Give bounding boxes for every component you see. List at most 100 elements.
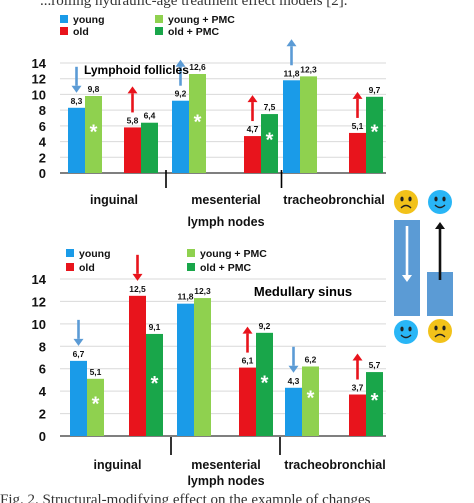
y-tick-label: 12 <box>32 72 46 87</box>
data-label: 6,1 <box>242 356 254 366</box>
category-label: tracheobronchial <box>283 193 384 207</box>
bar-young-0 <box>70 360 87 436</box>
category-label: mesenterial <box>191 193 260 207</box>
data-label: 9,8 <box>88 84 100 94</box>
face-eye-right <box>442 196 446 202</box>
significance-asterisk: * <box>92 393 100 415</box>
y-tick-label: 0 <box>39 166 46 181</box>
legend-label-old: old <box>73 26 89 38</box>
face-eye-left <box>400 326 404 332</box>
key-arrow-down-head <box>402 275 412 282</box>
bar-old-pmc-2 <box>366 96 383 173</box>
sad-face-icon <box>394 190 418 214</box>
data-label: 5,1 <box>90 367 102 377</box>
bar-young-2 <box>285 387 302 436</box>
y-tick-label: 14 <box>32 272 47 287</box>
y-tick-label: 6 <box>39 362 46 377</box>
data-label: 4,7 <box>247 124 259 134</box>
happy-face-icon <box>394 320 418 344</box>
bar-old-0 <box>124 127 141 173</box>
face-mouth <box>434 333 446 338</box>
caption-top: ...rolling hydraulic-age treatment effec… <box>0 0 474 14</box>
category-label: mesenterial <box>191 458 260 472</box>
bar-young-pmc-1 <box>189 74 206 173</box>
bar-young-pmc-0 <box>87 378 104 436</box>
legend-swatch-young <box>60 15 68 23</box>
face-mouth <box>400 334 412 339</box>
significance-asterisk: * <box>307 388 315 410</box>
key-arrow-up-head <box>435 222 445 229</box>
data-label: 9,2 <box>259 321 271 331</box>
data-label: 11,8 <box>177 292 193 302</box>
x-axis-label: lymph nodes <box>187 215 264 229</box>
data-label: 6,7 <box>73 349 85 359</box>
face-circle <box>394 190 418 214</box>
change-arrow-up-head <box>352 353 363 361</box>
significance-asterisk: * <box>266 129 274 151</box>
caption-bottom-text: Fig. 2. Structural-modifying effect on t… <box>0 492 371 503</box>
bar-old-1 <box>239 367 256 436</box>
legend-label-old-pmc: old + PMC <box>200 262 251 274</box>
legend-label-young: young <box>79 248 111 260</box>
data-label: 5,8 <box>127 115 139 125</box>
legend-swatch-old <box>60 27 68 35</box>
face-circle <box>428 190 452 214</box>
x-axis-label: lymph nodes <box>187 474 264 488</box>
bar-old-pmc-0 <box>141 122 158 173</box>
bar-old-pmc-0 <box>146 333 163 436</box>
data-label: 12,5 <box>129 284 146 294</box>
face-eye-left <box>434 325 438 331</box>
data-label: 11,8 <box>283 68 299 78</box>
bar-young-pmc-2 <box>300 76 317 173</box>
bar-young-2 <box>283 80 300 173</box>
bar-old-1 <box>244 136 261 173</box>
face-eye-right <box>408 326 412 332</box>
face-eye-right <box>408 196 412 202</box>
caption-top-text: ...rolling hydraulic-age treatment effec… <box>40 0 348 9</box>
chart-medullary-sinus: 0 2 4 6 8 10 12 14 6,7 5,1 * 12,5 9,1 * inguinal 11,812… <box>32 248 386 488</box>
bar-old-2 <box>349 394 366 436</box>
y-tick-label: 6 <box>39 119 46 134</box>
data-label: 8,3 <box>71 96 83 106</box>
data-label: 12,6 <box>189 62 206 72</box>
face-mouth <box>400 204 412 209</box>
bar-young-1 <box>172 100 189 173</box>
face-circle <box>428 319 452 343</box>
y-tick-label: 4 <box>39 135 47 150</box>
data-label: 12,3 <box>194 286 211 296</box>
change-arrow-down-head <box>288 365 299 373</box>
y-tick-label: 14 <box>32 56 47 71</box>
data-label: 6,4 <box>144 111 156 121</box>
bar-old-2 <box>349 132 366 173</box>
data-label: 6,2 <box>305 354 317 364</box>
legend-label-old: old <box>79 262 95 274</box>
bar-old-0 <box>129 295 146 436</box>
legend-label-young-pmc: young + PMC <box>200 248 267 260</box>
significance-asterisk: * <box>261 373 269 395</box>
change-arrow-down-head <box>71 85 82 93</box>
change-arrow-up-head <box>175 59 186 67</box>
face-eye-right <box>442 325 446 331</box>
change-arrow-up-head <box>242 326 253 334</box>
bar-young-0 <box>68 107 85 173</box>
face-eye-left <box>400 196 404 202</box>
bar-old-pmc-1 <box>256 332 273 436</box>
change-arrow-up-head <box>247 95 258 103</box>
happy-face-icon <box>428 190 452 214</box>
chart-title: Lymphoid follicles <box>84 63 189 77</box>
bar-old-pmc-2 <box>366 372 383 436</box>
legend-swatch-old-pmc <box>155 27 163 35</box>
y-tick-label: 0 <box>39 429 46 444</box>
bar-young-pmc-0 <box>85 96 102 173</box>
significance-asterisk: * <box>371 390 379 412</box>
data-label: 7,5 <box>264 102 276 112</box>
data-label: 9,7 <box>369 85 381 95</box>
category-label: inguinal <box>94 458 142 472</box>
y-tick-label: 2 <box>39 407 46 422</box>
bar-young-1 <box>177 303 194 436</box>
y-tick-label: 12 <box>32 294 46 309</box>
data-label: 12,3 <box>300 64 317 74</box>
key-panel <box>394 190 453 344</box>
y-tick-label: 4 <box>39 384 47 399</box>
data-label: 9,1 <box>149 322 161 332</box>
